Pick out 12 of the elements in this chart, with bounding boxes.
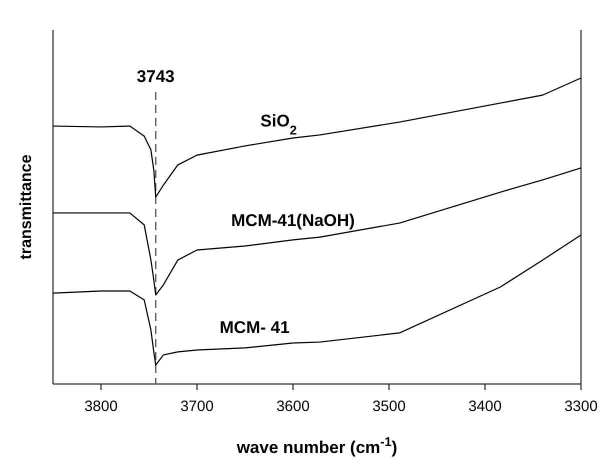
x-tick-label: 3600: [276, 398, 310, 415]
x-tick-label: 3500: [372, 398, 406, 415]
x-tick-label: 3400: [468, 398, 502, 415]
series-label: SiO$_{2}$: [260, 111, 297, 137]
x-axis-title: wave number (cm$^{-1}$): [236, 434, 398, 457]
x-tick-label: 3700: [180, 398, 214, 415]
ref-line-label: 3743: [136, 67, 175, 86]
x-tick-label: 3300: [564, 398, 598, 415]
y-axis-title: transmittance: [18, 154, 35, 260]
series-label: MCM-41(NaOH): [231, 210, 355, 230]
series-label: MCM- 41: [220, 318, 290, 337]
x-tick-label: 3800: [84, 398, 118, 415]
